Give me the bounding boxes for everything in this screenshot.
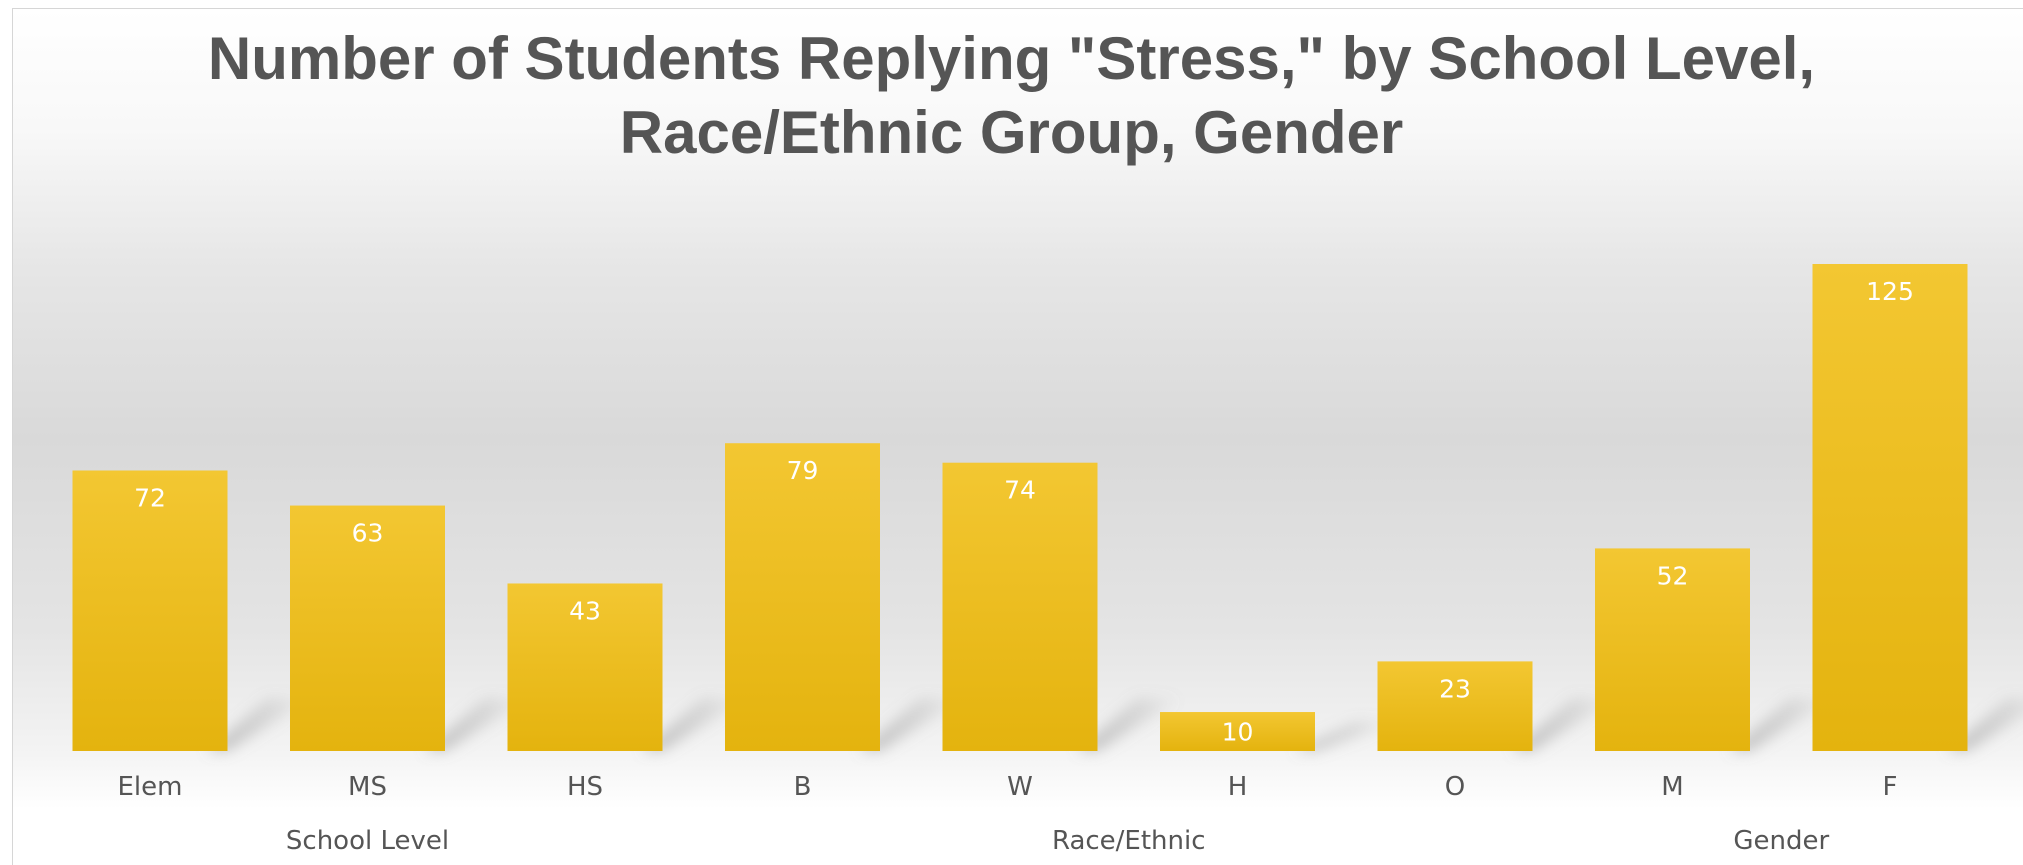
bar-elem <box>72 470 228 751</box>
bar-ms <box>290 505 445 751</box>
x-tick-o: O <box>1445 772 1465 802</box>
chart-title-line-1: Number of Students Replying "Stress," by… <box>207 25 1816 92</box>
x-axis-tick-labels: Elem MS HS B W H O M F <box>118 772 1898 802</box>
data-label-hs: 43 <box>569 596 601 625</box>
bar-shadow <box>860 698 965 751</box>
bar-f <box>1812 264 1968 751</box>
data-label-f: 125 <box>1866 277 1914 306</box>
bar-shadow <box>642 698 748 751</box>
bar-shadows <box>207 698 2023 751</box>
bar-m <box>1595 548 1750 751</box>
x-tick-hs: HS <box>567 772 603 802</box>
bar-shadow <box>1295 721 1400 751</box>
group-label-race-ethnic: Race/Ethnic <box>1052 826 1206 856</box>
chart-title: Number of Students Replying "Stress," by… <box>0 22 2023 170</box>
data-label-m: 52 <box>1657 561 1689 590</box>
bar-hs <box>507 583 663 751</box>
x-tick-w: W <box>1007 772 1033 802</box>
x-tick-b: B <box>794 772 812 802</box>
chart-title-line-2: Race/Ethnic Group, Gender <box>619 99 1404 166</box>
data-label-w: 74 <box>1004 476 1036 505</box>
data-label-h: 10 <box>1222 718 1254 747</box>
x-tick-h: H <box>1228 772 1248 802</box>
data-label-o: 23 <box>1439 674 1471 703</box>
group-label-gender: Gender <box>1733 826 1829 856</box>
x-tick-elem: Elem <box>118 772 183 802</box>
bar-shadow <box>425 698 530 751</box>
bar-shadow <box>1730 698 1835 751</box>
bar-b <box>725 443 880 751</box>
data-label-b: 79 <box>787 456 819 485</box>
x-axis-group-labels: School Level Race/Ethnic Gender <box>286 826 1830 856</box>
group-label-school-level: School Level <box>286 826 449 856</box>
data-label-ms: 63 <box>352 519 384 548</box>
bar-shadow <box>1077 698 1183 751</box>
x-tick-ms: MS <box>348 772 387 802</box>
bar-shadow <box>207 698 313 751</box>
bar-shadow <box>1512 698 1618 751</box>
x-tick-m: M <box>1661 772 1683 802</box>
bar-o <box>1377 661 1533 751</box>
bar-w <box>942 462 1098 751</box>
data-label-elem: 72 <box>134 483 166 512</box>
bar-h <box>1160 712 1315 751</box>
x-tick-f: F <box>1883 772 1898 802</box>
bars: 72 63 43 79 74 10 23 52 125 <box>72 264 1968 751</box>
